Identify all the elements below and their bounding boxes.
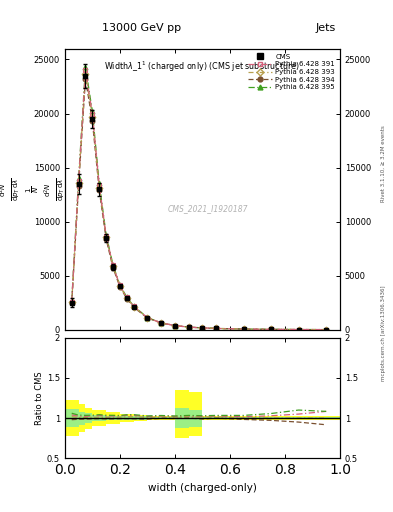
Pythia 6.428 394	[173, 323, 177, 329]
Pythia 6.428 393	[118, 283, 122, 289]
Pythia 6.428 394	[125, 295, 129, 302]
Pythia 6.428 394	[90, 118, 95, 124]
X-axis label: width (charged-only): width (charged-only)	[148, 483, 257, 493]
Pythia 6.428 394	[324, 327, 329, 333]
Pythia 6.428 393	[104, 234, 108, 240]
Pythia 6.428 395	[296, 327, 301, 333]
Pythia 6.428 391	[131, 303, 136, 309]
Pythia 6.428 395	[159, 320, 163, 326]
Pythia 6.428 394	[296, 327, 301, 333]
Pythia 6.428 391	[159, 320, 163, 326]
Pythia 6.428 391	[111, 262, 116, 268]
Text: Width$\lambda\_1^1$ (charged only) (CMS jet substructure): Width$\lambda\_1^1$ (charged only) (CMS …	[105, 60, 300, 74]
Pythia 6.428 395	[145, 314, 150, 321]
Pythia 6.428 393	[296, 327, 301, 333]
Pythia 6.428 391	[200, 325, 205, 331]
Pythia 6.428 394	[269, 326, 274, 332]
Pythia 6.428 391	[76, 178, 81, 184]
Pythia 6.428 393	[76, 180, 81, 186]
Pythia 6.428 395	[97, 180, 101, 186]
Pythia 6.428 391	[83, 67, 88, 73]
Text: Jets: Jets	[316, 23, 336, 33]
Line: Pythia 6.428 391: Pythia 6.428 391	[69, 68, 329, 332]
Y-axis label: Ratio to CMS: Ratio to CMS	[35, 371, 44, 425]
Pythia 6.428 393	[83, 71, 88, 77]
Pythia 6.428 391	[90, 111, 95, 117]
Pythia 6.428 395	[125, 294, 129, 300]
Pythia 6.428 395	[90, 108, 95, 114]
Pythia 6.428 394	[131, 304, 136, 310]
Pythia 6.428 395	[83, 64, 88, 70]
Text: Rivet 3.1.10, ≥ 3.2M events: Rivet 3.1.10, ≥ 3.2M events	[381, 125, 386, 202]
Pythia 6.428 393	[125, 295, 129, 301]
Pythia 6.428 394	[118, 284, 122, 290]
Pythia 6.428 394	[145, 315, 150, 321]
Pythia 6.428 393	[324, 327, 329, 333]
Pythia 6.428 394	[241, 326, 246, 332]
Pythia 6.428 395	[131, 303, 136, 309]
Pythia 6.428 391	[118, 282, 122, 288]
Pythia 6.428 393	[241, 326, 246, 332]
Legend: CMS, Pythia 6.428 391, Pythia 6.428 393, Pythia 6.428 394, Pythia 6.428 395: CMS, Pythia 6.428 391, Pythia 6.428 393,…	[246, 52, 336, 92]
Pythia 6.428 393	[131, 304, 136, 310]
Pythia 6.428 393	[173, 323, 177, 329]
Pythia 6.428 395	[173, 323, 177, 329]
Pythia 6.428 391	[214, 325, 219, 331]
Pythia 6.428 394	[97, 187, 101, 194]
Pythia 6.428 394	[186, 324, 191, 330]
Pythia 6.428 394	[69, 300, 74, 306]
Pythia 6.428 391	[145, 314, 150, 321]
Pythia 6.428 394	[76, 183, 81, 189]
Pythia 6.428 393	[214, 325, 219, 331]
Pythia 6.428 394	[111, 265, 116, 271]
Pythia 6.428 391	[186, 324, 191, 330]
Pythia 6.428 393	[159, 320, 163, 326]
Pythia 6.428 391	[69, 298, 74, 305]
Text: 13000 GeV pp: 13000 GeV pp	[102, 23, 181, 33]
Text: mcplots.cern.ch [arXiv:1306.3436]: mcplots.cern.ch [arXiv:1306.3436]	[381, 285, 386, 380]
Y-axis label: $\mathrm{d}^2N$
$\overline{\mathrm{d}p_T\,\mathrm{d}\lambda}$
$\dfrac{1}{N}$
$\m: $\mathrm{d}^2N$ $\overline{\mathrm{d}p_T…	[0, 177, 67, 201]
Pythia 6.428 395	[76, 175, 81, 181]
Pythia 6.428 394	[159, 320, 163, 326]
Pythia 6.428 391	[324, 327, 329, 333]
Pythia 6.428 393	[200, 325, 205, 331]
Pythia 6.428 393	[90, 114, 95, 120]
Pythia 6.428 395	[269, 326, 274, 332]
Line: Pythia 6.428 393: Pythia 6.428 393	[69, 71, 329, 332]
Pythia 6.428 391	[296, 327, 301, 333]
Pythia 6.428 393	[186, 324, 191, 330]
Line: Pythia 6.428 395: Pythia 6.428 395	[69, 65, 329, 332]
Line: Pythia 6.428 394: Pythia 6.428 394	[69, 76, 329, 332]
Pythia 6.428 395	[118, 282, 122, 288]
Pythia 6.428 391	[97, 182, 101, 188]
Pythia 6.428 391	[241, 326, 246, 332]
Pythia 6.428 393	[69, 299, 74, 305]
Pythia 6.428 395	[186, 324, 191, 330]
Pythia 6.428 393	[269, 326, 274, 332]
Pythia 6.428 395	[324, 327, 329, 333]
Pythia 6.428 391	[125, 294, 129, 301]
Pythia 6.428 395	[111, 262, 116, 268]
Pythia 6.428 395	[104, 231, 108, 238]
Pythia 6.428 394	[214, 325, 219, 331]
Pythia 6.428 391	[104, 232, 108, 239]
Pythia 6.428 393	[145, 315, 150, 321]
Pythia 6.428 395	[200, 325, 205, 331]
Pythia 6.428 395	[241, 326, 246, 332]
Pythia 6.428 391	[173, 323, 177, 329]
Text: CMS_2021_I1920187: CMS_2021_I1920187	[168, 204, 248, 214]
Pythia 6.428 393	[97, 184, 101, 190]
Pythia 6.428 393	[111, 263, 116, 269]
Pythia 6.428 394	[104, 236, 108, 242]
Pythia 6.428 395	[69, 298, 74, 304]
Pythia 6.428 391	[269, 326, 274, 332]
Pythia 6.428 395	[214, 325, 219, 331]
Pythia 6.428 394	[200, 325, 205, 331]
Pythia 6.428 394	[83, 76, 88, 82]
